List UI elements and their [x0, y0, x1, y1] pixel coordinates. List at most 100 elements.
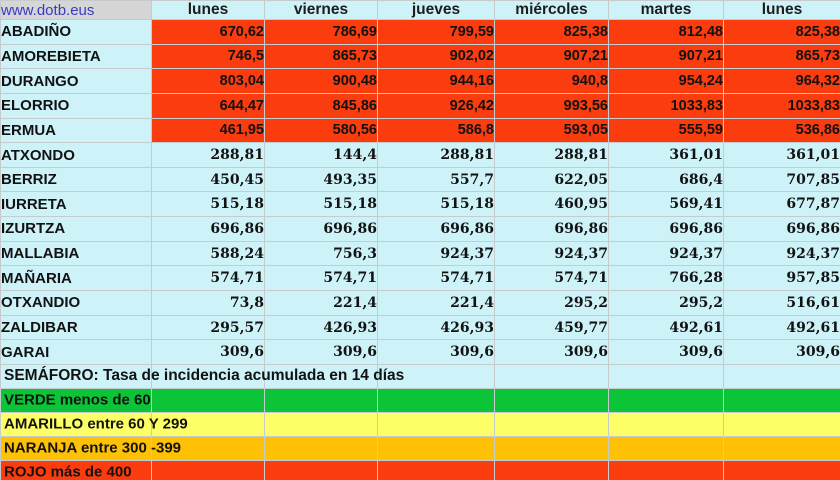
legend-color-cell[interactable]: AMARILLO entre 60 Y 299: [0, 411, 188, 437]
legend-title-cell[interactable]: [608, 363, 724, 389]
municipality-name-cell[interactable]: ATXONDO: [0, 142, 152, 168]
municipality-name-cell[interactable]: IURRETA: [0, 191, 152, 218]
incidence-value-cell[interactable]: 900,48: [264, 68, 378, 94]
incidence-value-cell[interactable]: 515,18: [264, 191, 378, 218]
incidence-value-cell[interactable]: 907,21: [608, 43, 724, 70]
incidence-value-cell[interactable]: 944,16: [377, 68, 495, 94]
incidence-value-cell[interactable]: 677,87: [723, 191, 840, 218]
incidence-value-cell[interactable]: 309,6: [151, 339, 265, 365]
incidence-value-cell[interactable]: 924,37: [494, 240, 609, 267]
incidence-value-cell[interactable]: 924,37: [377, 240, 495, 267]
incidence-value-cell[interactable]: 361,01: [608, 142, 724, 168]
municipality-name-cell[interactable]: BERRIZ: [0, 166, 152, 193]
incidence-value-cell[interactable]: 493,35: [264, 166, 378, 193]
incidence-value-cell[interactable]: 309,6: [608, 339, 724, 365]
municipality-name-cell[interactable]: ERMUA: [0, 117, 152, 144]
incidence-value-cell[interactable]: 902,02: [377, 43, 495, 70]
incidence-value-cell[interactable]: 295,57: [151, 314, 265, 341]
incidence-value-cell[interactable]: 460,95: [494, 191, 609, 218]
legend-color-cell[interactable]: ROJO más de 400: [0, 459, 152, 480]
legend-title-cell[interactable]: [377, 363, 495, 389]
incidence-value-cell[interactable]: 574,71: [151, 265, 265, 292]
incidence-value-cell[interactable]: 957,85: [723, 265, 840, 292]
incidence-value-cell[interactable]: 865,73: [723, 43, 840, 70]
incidence-value-cell[interactable]: 288,81: [151, 142, 265, 168]
incidence-value-cell[interactable]: 574,71: [264, 265, 378, 292]
incidence-value-cell[interactable]: 696,86: [151, 216, 265, 242]
incidence-value-cell[interactable]: 295,2: [494, 290, 609, 316]
legend-color-cell[interactable]: [723, 435, 840, 461]
incidence-value-cell[interactable]: 644,47: [151, 92, 265, 119]
legend-color-cell[interactable]: [264, 459, 378, 480]
incidence-value-cell[interactable]: 746,5: [151, 43, 265, 70]
legend-title-cell[interactable]: [723, 363, 840, 389]
incidence-value-cell[interactable]: 707,85: [723, 166, 840, 193]
incidence-value-cell[interactable]: 865,73: [264, 43, 378, 70]
incidence-value-cell[interactable]: 696,86: [608, 216, 724, 242]
incidence-value-cell[interactable]: 588,24: [151, 240, 265, 267]
incidence-value-cell[interactable]: 954,24: [608, 68, 724, 94]
incidence-value-cell[interactable]: 696,86: [723, 216, 840, 242]
incidence-value-cell[interactable]: 825,38: [494, 19, 609, 45]
incidence-value-cell[interactable]: 786,69: [264, 19, 378, 45]
legend-color-cell[interactable]: [494, 387, 609, 413]
incidence-value-cell[interactable]: 924,37: [723, 240, 840, 267]
municipality-name-cell[interactable]: AMOREBIETA: [0, 43, 152, 70]
incidence-value-cell[interactable]: 696,86: [377, 216, 495, 242]
incidence-value-cell[interactable]: 144,4: [264, 142, 378, 168]
incidence-value-cell[interactable]: 799,59: [377, 19, 495, 45]
incidence-value-cell[interactable]: 515,18: [151, 191, 265, 218]
legend-color-cell[interactable]: [723, 459, 840, 480]
legend-color-cell[interactable]: [151, 387, 265, 413]
municipality-name-cell[interactable]: ABADIÑO: [0, 19, 152, 45]
incidence-value-cell[interactable]: 1033,83: [608, 92, 724, 119]
legend-color-cell[interactable]: [264, 435, 378, 461]
incidence-value-cell[interactable]: 295,2: [608, 290, 724, 316]
incidence-value-cell[interactable]: 361,01: [723, 142, 840, 168]
legend-color-cell[interactable]: [608, 411, 724, 437]
incidence-value-cell[interactable]: 288,81: [494, 142, 609, 168]
incidence-value-cell[interactable]: 536,86: [723, 117, 840, 144]
legend-color-cell[interactable]: [608, 459, 724, 480]
incidence-value-cell[interactable]: 574,71: [494, 265, 609, 292]
incidence-value-cell[interactable]: 593,05: [494, 117, 609, 144]
legend-color-cell[interactable]: [377, 387, 495, 413]
incidence-value-cell[interactable]: 450,45: [151, 166, 265, 193]
incidence-value-cell[interactable]: 461,95: [151, 117, 265, 144]
incidence-value-cell[interactable]: 993,56: [494, 92, 609, 119]
legend-color-cell[interactable]: [151, 459, 265, 480]
incidence-value-cell[interactable]: 670,62: [151, 19, 265, 45]
site-link[interactable]: www.dotb.eus: [1, 1, 95, 19]
incidence-value-cell[interactable]: 686,4: [608, 166, 724, 193]
incidence-value-cell[interactable]: 580,56: [264, 117, 378, 144]
legend-color-cell[interactable]: VERDE menos de 60: [0, 387, 152, 413]
incidence-value-cell[interactable]: 221,4: [264, 290, 378, 316]
legend-color-cell[interactable]: [723, 411, 840, 437]
legend-color-cell[interactable]: [264, 387, 378, 413]
incidence-value-cell[interactable]: 964,32: [723, 68, 840, 94]
day-column-header[interactable]: jueves: [377, 0, 495, 20]
incidence-value-cell[interactable]: 924,37: [608, 240, 724, 267]
day-column-header[interactable]: martes: [608, 0, 724, 20]
incidence-value-cell[interactable]: 907,21: [494, 43, 609, 70]
incidence-value-cell[interactable]: 515,18: [377, 191, 495, 218]
incidence-value-cell[interactable]: 309,6: [494, 339, 609, 365]
day-column-header[interactable]: viernes: [264, 0, 378, 20]
legend-title-cell[interactable]: SEMÁFORO: Tasa de incidencia acumulada e…: [0, 363, 404, 389]
municipality-name-cell[interactable]: DURANGO: [0, 68, 152, 94]
incidence-value-cell[interactable]: 516,61: [723, 290, 840, 316]
incidence-value-cell[interactable]: 812,48: [608, 19, 724, 45]
legend-title-cell[interactable]: [494, 363, 609, 389]
legend-title-cell[interactable]: [151, 363, 265, 389]
incidence-value-cell[interactable]: 766,28: [608, 265, 724, 292]
incidence-value-cell[interactable]: 586,8: [377, 117, 495, 144]
incidence-value-cell[interactable]: 492,61: [723, 314, 840, 341]
incidence-value-cell[interactable]: 940,8: [494, 68, 609, 94]
incidence-value-cell[interactable]: 825,38: [723, 19, 840, 45]
municipality-name-cell[interactable]: GARAI: [0, 339, 152, 365]
legend-color-cell[interactable]: [723, 387, 840, 413]
incidence-value-cell[interactable]: 309,6: [377, 339, 495, 365]
municipality-name-cell[interactable]: IZURTZA: [0, 216, 152, 242]
site-link-cell[interactable]: www.dotb.eus: [0, 0, 152, 20]
incidence-value-cell[interactable]: 492,61: [608, 314, 724, 341]
